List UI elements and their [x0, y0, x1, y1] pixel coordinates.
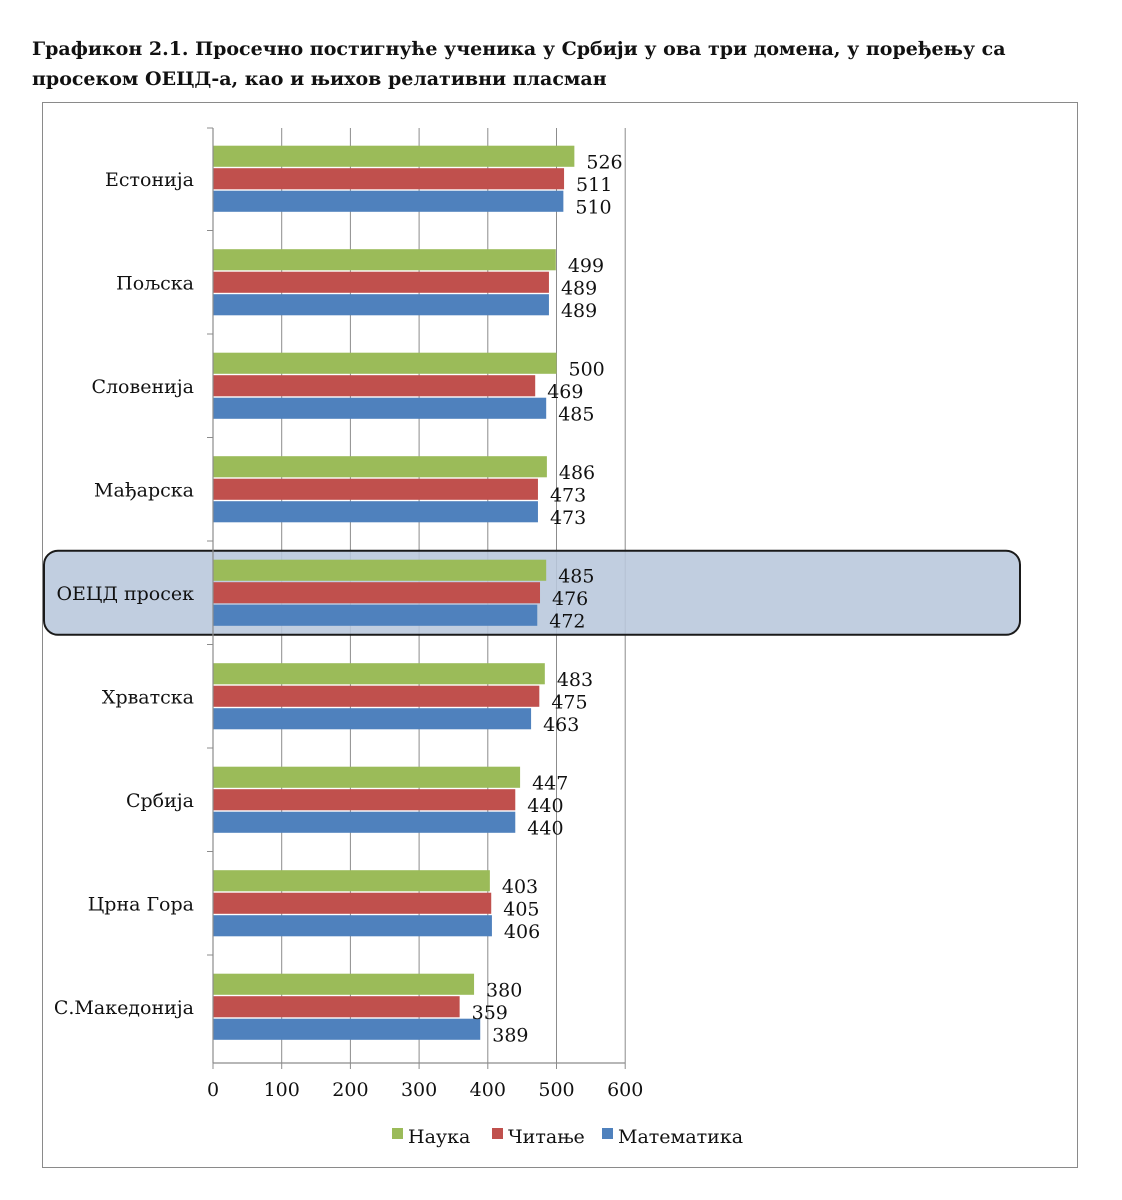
data-label: 486: [559, 462, 595, 484]
bar: [213, 456, 547, 478]
category-label: Словенија: [91, 376, 194, 398]
category-label: Естонија: [105, 169, 194, 191]
x-tick-label: 100: [264, 1079, 300, 1101]
data-label: 472: [549, 610, 585, 632]
category-label: ОЕЦД просек: [56, 583, 194, 605]
data-label: 380: [486, 979, 522, 1001]
legend: Наука Читање Математика: [392, 1126, 743, 1148]
data-label: 359: [472, 1002, 508, 1024]
data-label: 473: [550, 507, 586, 529]
bar: [213, 190, 564, 212]
data-label: 485: [558, 403, 594, 425]
data-label: 476: [552, 588, 588, 610]
bar: [213, 915, 492, 937]
category-label: Србија: [126, 790, 194, 812]
legend-swatch: [602, 1128, 613, 1139]
data-label: 483: [557, 669, 593, 691]
bar: [213, 478, 538, 500]
x-tick-label: 300: [401, 1079, 437, 1101]
x-tick-label: 0: [207, 1079, 219, 1101]
data-label: 475: [551, 691, 587, 713]
data-label: 403: [502, 876, 538, 898]
bar: [213, 145, 575, 167]
bar: [213, 582, 541, 604]
x-tick-label: 500: [538, 1079, 574, 1101]
data-label: 447: [532, 772, 568, 794]
bar: [213, 685, 540, 707]
data-label: 463: [543, 714, 579, 736]
figure-caption: Графикон 2.1. Просечно постигнуће ученик…: [32, 38, 1006, 90]
data-label: 440: [527, 817, 563, 839]
data-label: 510: [575, 196, 611, 218]
category-label: Пољска: [116, 272, 194, 294]
legend-label: Математика: [618, 1126, 743, 1148]
bar: [213, 559, 547, 581]
bar: [213, 501, 538, 523]
data-label: 500: [569, 358, 605, 380]
data-label: 469: [547, 381, 583, 403]
data-label: 526: [586, 151, 622, 173]
data-label: 489: [561, 277, 597, 299]
bar: [213, 870, 490, 892]
bar: [213, 663, 545, 685]
bar: [213, 1018, 481, 1040]
bar: [213, 604, 538, 626]
legend-label: Наука: [408, 1126, 470, 1148]
bar: [213, 708, 532, 730]
x-tick-label: 600: [607, 1079, 643, 1101]
data-label: 499: [568, 255, 604, 277]
legend-label: Читање: [508, 1126, 585, 1148]
data-label: 440: [527, 795, 563, 817]
data-label: 405: [503, 898, 539, 920]
category-label: С.Македонија: [54, 997, 194, 1019]
x-tick-label: 200: [332, 1079, 368, 1101]
data-label: 389: [492, 1024, 528, 1046]
axes: 0 100 200 300 400 500 600: [207, 127, 643, 1101]
data-label: 473: [550, 484, 586, 506]
bar: [213, 271, 549, 293]
category-label: Хрватска: [102, 686, 194, 708]
bar: [213, 811, 516, 833]
bar: [213, 397, 547, 419]
bar: [213, 168, 565, 190]
bar: [213, 789, 516, 811]
category-label: Мађарска: [94, 479, 194, 501]
legend-swatch: [392, 1128, 403, 1139]
bar: [213, 996, 460, 1018]
data-label: 485: [558, 565, 594, 587]
bars: [213, 145, 575, 1040]
data-label: 511: [576, 174, 612, 196]
bar: [213, 375, 536, 397]
data-label: 406: [504, 921, 540, 943]
bar: [213, 973, 475, 995]
bar: [213, 766, 521, 788]
bar: [213, 352, 557, 374]
data-label: 489: [561, 300, 597, 322]
legend-swatch: [492, 1128, 503, 1139]
bar: [213, 892, 492, 914]
labels: Естонија526511510Пољска499489489Словениј…: [54, 151, 623, 1046]
category-label: Црна Гора: [88, 893, 194, 915]
bar: [213, 249, 556, 271]
x-tick-label: 400: [470, 1079, 506, 1101]
bar: [213, 294, 549, 316]
